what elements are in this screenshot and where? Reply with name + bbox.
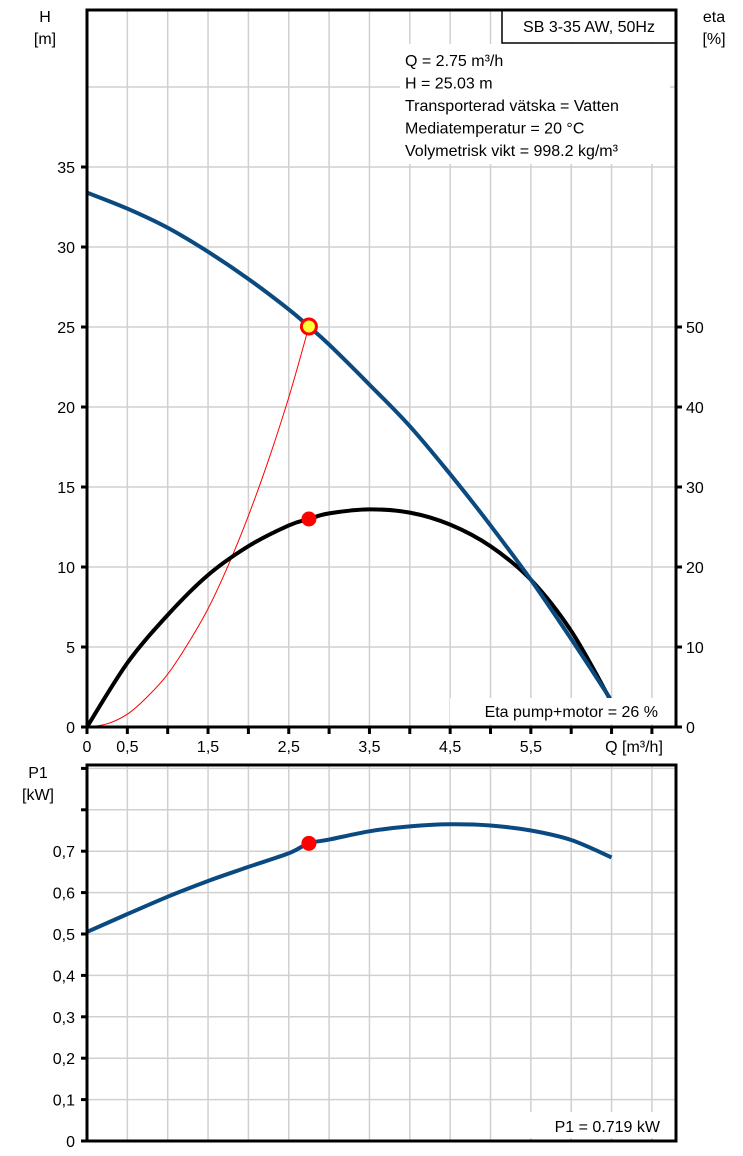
y-tick-label-left: 30: [57, 240, 75, 257]
x-tick-label: 4,5: [439, 739, 461, 756]
info-background: [400, 44, 670, 164]
info-line: Volymetrisk vikt = 998.2 kg/m³: [405, 143, 619, 160]
info-line: Transporterad vätska = Vatten: [405, 98, 619, 115]
operating-point-eta: [301, 511, 317, 527]
x-axis-label: Q [m³/h]: [605, 739, 663, 756]
info-line: H = 25.03 m: [405, 76, 493, 93]
y-tick-label-right: 10: [686, 640, 704, 657]
y-tick-label-left: 5: [66, 640, 75, 657]
bottom-plot-frame: [85, 763, 678, 1143]
y-tick-label-left: 10: [57, 560, 75, 577]
y-tick-label-left: 0: [66, 720, 75, 737]
system-curve: [86, 326, 310, 728]
power-annotation: P1 = 0.719 kW: [555, 1119, 661, 1136]
x-tick-label: 0,5: [116, 739, 138, 756]
x-tick-label: 0: [83, 739, 92, 756]
y-tick-label-left: 25: [57, 320, 75, 337]
y-tick-label-p1: 0,1: [53, 1093, 75, 1110]
y-tick-label-left: 35: [57, 160, 75, 177]
y-tick-label-left: 15: [57, 480, 75, 497]
y-tick-label-left: 20: [57, 400, 75, 417]
y-tick-label-p1: 0,7: [53, 844, 75, 861]
y-axis-unit-h: [m]: [34, 31, 56, 48]
y-tick-label-right: 40: [686, 400, 704, 417]
x-tick-label: 5,5: [520, 739, 542, 756]
operating-point-head: [299, 317, 318, 336]
eta-annotation: Eta pump+motor = 26 %: [485, 704, 658, 721]
x-tick-label: 1,5: [197, 739, 219, 756]
y-axis-label-p1: P1: [28, 765, 48, 782]
y-tick-label-p1: 0: [66, 1134, 75, 1151]
y-tick-label-p1: 0,6: [53, 886, 75, 903]
y-tick-label-p1: 0,5: [53, 927, 75, 944]
y-tick-label-right: 20: [686, 560, 704, 577]
y-axis-label-eta: eta: [703, 9, 725, 26]
head-curve: [86, 190, 612, 700]
annotation-background: [450, 698, 665, 724]
y-axis-label-h: H: [39, 9, 51, 26]
annotation-background: [520, 1112, 668, 1138]
y-tick-label-p1: 0,3: [53, 1010, 75, 1027]
y-tick-label-right: 0: [686, 720, 695, 737]
x-tick-label: 2,5: [278, 739, 300, 756]
y-tick-label-p1: 0,4: [53, 968, 75, 985]
top-plot-frame: [85, 8, 678, 729]
y-tick-label-right: 30: [686, 480, 704, 497]
info-line: Q = 2.75 m³/h: [405, 53, 503, 70]
y-tick-label-p1: 0,2: [53, 1051, 75, 1068]
y-axis-unit-eta: [%]: [702, 31, 725, 48]
y-tick-label-right: 50: [686, 320, 704, 337]
y-axis-unit-p1: [kW]: [22, 787, 54, 804]
operating-point-power: [301, 835, 317, 851]
info-line: Mediatemperatur = 20 °C: [405, 121, 584, 138]
power-curve: [86, 822, 613, 934]
chart-title: SB 3-35 AW, 50Hz: [523, 19, 655, 36]
x-tick-label: 3,5: [358, 739, 380, 756]
